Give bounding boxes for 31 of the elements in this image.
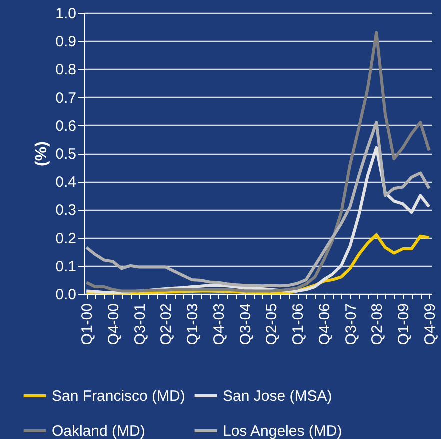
y-axis-title: (%) — [34, 142, 51, 166]
legend-label: Los Angeles (MD) — [223, 423, 342, 439]
x-tick-label: Q2-02 — [158, 304, 176, 346]
x-tick-label: Q1-06 — [290, 304, 308, 346]
x-tick-label: Q2-05 — [264, 304, 281, 346]
x-tick-label: Q3-07 — [342, 304, 360, 346]
x-tick-label: Q2-08 — [369, 304, 386, 346]
legend-label: San Jose (MSA) — [223, 388, 332, 405]
y-tick-label: 0.4 — [56, 174, 76, 192]
y-tick-label: 0.5 — [56, 146, 76, 163]
line-series — [85, 121, 431, 288]
y-tick-label: 0.9 — [56, 34, 76, 51]
x-tick-label: Q4-06 — [316, 304, 334, 346]
x-tick-label: Q1-03 — [184, 304, 202, 346]
y-tick-label: 0.2 — [56, 230, 76, 248]
y-tick-label: 0.3 — [56, 202, 76, 220]
x-tick-label: Q4-00 — [106, 304, 122, 346]
y-tick-label: 0.0 — [56, 286, 76, 304]
x-tick-label: Q1-09 — [396, 304, 412, 346]
y-tick-label: 0.1 — [56, 258, 76, 276]
x-tick-label: Q4-03 — [210, 304, 228, 346]
x-tick-label: Q4-09 — [422, 304, 439, 346]
x-tick-label: Q3-04 — [237, 304, 254, 346]
legend-label: San Francisco (MD) — [52, 388, 186, 405]
y-tick-label: 0.8 — [56, 62, 76, 79]
x-tick-label: Q1-00 — [79, 304, 96, 346]
legend-label: Oakland (MD) — [52, 423, 146, 439]
y-tick-label: 1.0 — [56, 6, 76, 22]
y-tick-label: 0.6 — [56, 118, 76, 135]
y-tick-label: 0.7 — [56, 90, 76, 107]
x-tick-label: Q3-01 — [132, 304, 149, 346]
